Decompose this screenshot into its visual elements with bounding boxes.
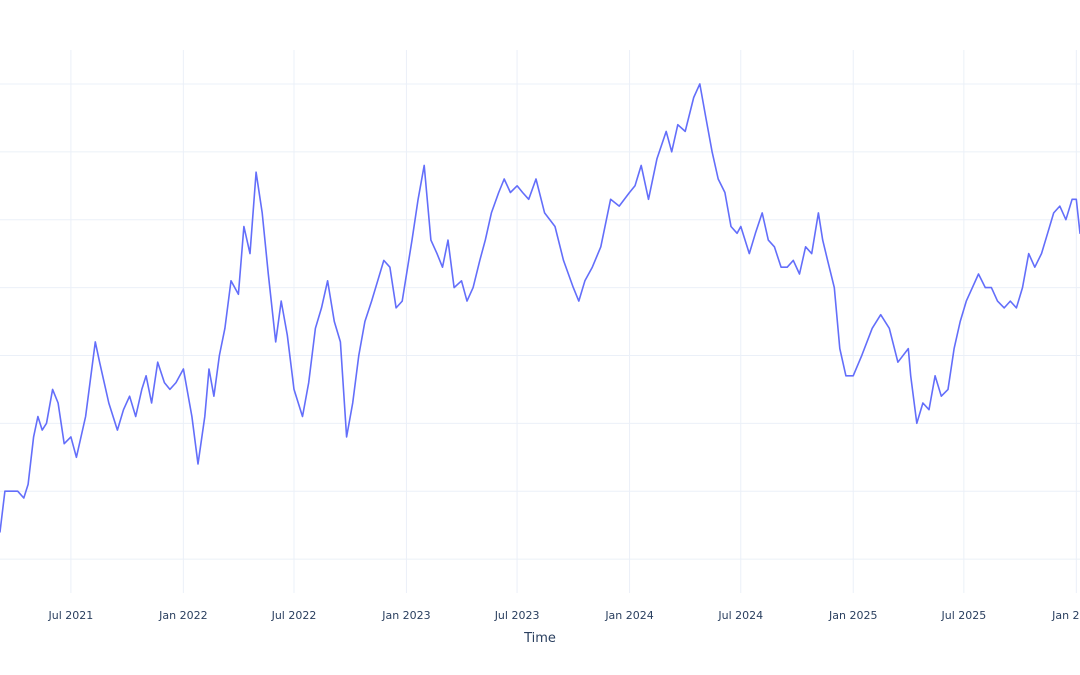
- x-tick-label: Jul 2021: [48, 609, 94, 622]
- x-tick-label: Jan 2026: [1051, 609, 1080, 622]
- x-tick-label: Jul 2022: [271, 609, 317, 622]
- x-tick-label: Jan 2024: [604, 609, 653, 622]
- x-tick-label: Jan 2022: [158, 609, 207, 622]
- x-tick-label: Jul 2024: [717, 609, 763, 622]
- x-tick-label: Jul 2025: [940, 609, 986, 622]
- x-tick-label: Jul 2023: [494, 609, 540, 622]
- x-tick-label: Jan 2025: [828, 609, 877, 622]
- price-series-line: [0, 83, 1080, 533]
- grid: [0, 50, 1080, 593]
- x-tick-label: Jan 2023: [381, 609, 430, 622]
- x-axis-ticks: Jul 2021 Jan 2022 Jul 2022 Jan 2023 Jul 2023…: [48, 609, 1080, 622]
- x-axis-title: Time: [523, 631, 556, 646]
